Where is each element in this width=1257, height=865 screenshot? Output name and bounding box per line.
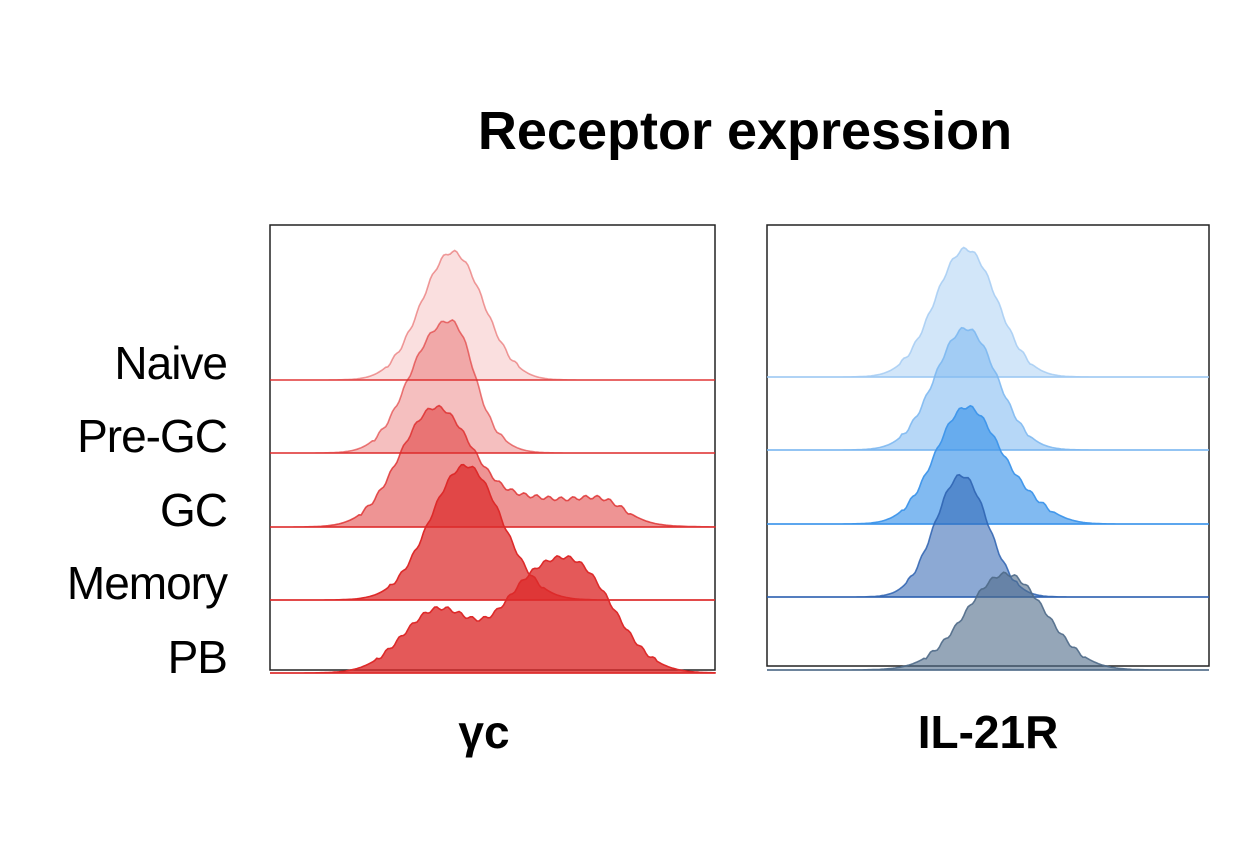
histogram-gc-gc: [270, 404, 716, 528]
histogram-gc-naive: [270, 249, 715, 381]
x-axis-label-gc: γc: [458, 706, 510, 758]
row-label-memory: Memory: [66, 557, 228, 609]
row-label-naive: Naive: [114, 337, 228, 389]
row-label-gc: GC: [160, 484, 228, 536]
x-axis-label-il21r: IL-21R: [917, 706, 1059, 758]
row-label-pb: PB: [167, 631, 228, 683]
histogram-il21r-pb: [767, 571, 1209, 671]
histogram-gc-pb: [270, 555, 716, 674]
row-label-pre-gc: Pre-GC: [77, 410, 228, 462]
figure-title: Receptor expression: [477, 101, 1013, 161]
